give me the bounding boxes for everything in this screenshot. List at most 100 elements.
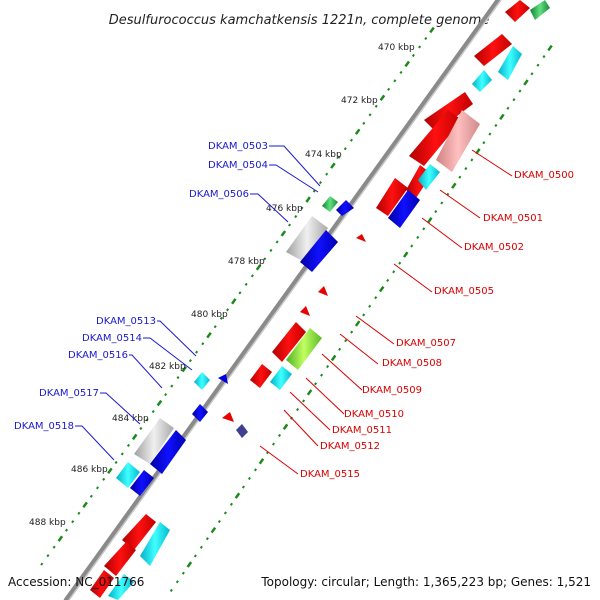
scale-tick: [368, 113, 372, 117]
gene-feature[interactable]: [409, 110, 462, 166]
connector-line: [421, 217, 463, 249]
scale-tick: [231, 298, 237, 305]
gene-feature[interactable]: [272, 322, 306, 362]
topology-summary: Topology: circular; Length: 1,365,223 bp…: [260, 575, 591, 589]
scale-tick: [536, 63, 540, 67]
gene-feature[interactable]: [498, 46, 522, 80]
scale-tick: [488, 132, 492, 136]
scale-tick: [451, 182, 457, 189]
gene-feature[interactable]: [286, 216, 328, 262]
gene-label[interactable]: DKAM_0514: [82, 333, 142, 344]
gene-label[interactable]: DKAM_0512: [320, 441, 380, 452]
scale-tick: [201, 342, 205, 346]
gene-feature[interactable]: [250, 364, 272, 388]
scale-label: 478 kbp: [228, 257, 265, 267]
scale-tick: [107, 467, 113, 475]
gene-label[interactable]: DKAM_0504: [208, 160, 268, 171]
scale-label: 476 kbp: [266, 204, 303, 214]
scale-tick: [126, 443, 130, 447]
gene-feature[interactable]: [130, 470, 154, 496]
scale-tick: [234, 492, 241, 499]
scale-tick: [305, 196, 311, 203]
gene-feature[interactable]: [505, 0, 530, 22]
scale-tick: [411, 53, 415, 57]
gene-label[interactable]: DKAM_0508: [382, 358, 442, 369]
scale-tick: [229, 502, 233, 506]
gene-label[interactable]: DKAM_0503: [208, 141, 268, 152]
scale-tick: [379, 94, 386, 101]
gene-label[interactable]: DKAM_0513: [96, 316, 156, 327]
gene-feature[interactable]: [134, 418, 174, 464]
gene-feature[interactable]: [322, 196, 338, 212]
scale-label: 482 kbp: [149, 362, 186, 372]
scale-tick: [325, 172, 329, 176]
gene-feature[interactable]: [436, 110, 480, 172]
gene-label[interactable]: DKAM_0507: [396, 338, 456, 349]
scale-tick: [458, 175, 462, 179]
scale-tick: [362, 121, 366, 125]
scale-label: 480 kbp: [191, 310, 228, 320]
gene-label[interactable]: DKAM_0516: [68, 350, 128, 361]
gene-feature[interactable]: [150, 430, 186, 474]
gene-feature[interactable]: [318, 286, 328, 296]
gene-feature[interactable]: [356, 234, 366, 242]
gene-label[interactable]: DKAM_0518: [14, 421, 74, 432]
connector-line: [250, 193, 289, 223]
scale-tick: [470, 158, 474, 162]
gene-feature[interactable]: [222, 412, 234, 422]
gene-feature[interactable]: [270, 366, 292, 390]
scale-tick: [241, 485, 245, 489]
scale-tick: [306, 389, 313, 396]
gene-feature[interactable]: [90, 570, 114, 598]
scale-tick: [494, 123, 498, 128]
scale-tick: [427, 217, 433, 224]
gene-feature[interactable]: [388, 190, 420, 228]
gene-label[interactable]: DKAM_0500: [514, 170, 574, 181]
gene-label[interactable]: DKAM_0501: [483, 213, 543, 224]
gene-feature[interactable]: [286, 328, 322, 370]
gene-label[interactable]: DKAM_0502: [464, 242, 524, 253]
gene-label[interactable]: DKAM_0515: [300, 469, 360, 480]
gene-label[interactable]: DKAM_0510: [344, 409, 404, 420]
gene-label[interactable]: DKAM_0505: [434, 286, 494, 297]
gene-label[interactable]: DKAM_0511: [332, 425, 392, 436]
scale-tick: [374, 296, 378, 300]
scale-tick: [57, 535, 64, 542]
scale-label: 472 kbp: [341, 96, 378, 106]
gene-feature[interactable]: [336, 200, 354, 216]
scale-tick: [244, 282, 248, 286]
gene-feature[interactable]: [104, 542, 136, 576]
scale-tick: [518, 89, 522, 93]
gene-feature[interactable]: [116, 462, 140, 488]
gene-feature[interactable]: [418, 164, 440, 190]
scale-tick: [362, 313, 366, 317]
scale-tick: [82, 501, 88, 508]
scale-tick: [102, 477, 106, 481]
scale-tick: [399, 70, 403, 74]
gene-label[interactable]: DKAM_0506: [189, 189, 249, 200]
gene-feature[interactable]: [236, 424, 248, 438]
gene-feature[interactable]: [122, 514, 156, 550]
connector-line: [269, 164, 319, 193]
scale-tick: [170, 384, 174, 388]
scale-tick: [52, 545, 56, 549]
gene-feature[interactable]: [474, 34, 512, 66]
scale-tick: [343, 147, 347, 151]
gene-feature[interactable]: [140, 522, 170, 566]
gene-label[interactable]: DKAM_0509: [362, 385, 422, 396]
gene-feature[interactable]: [376, 178, 408, 216]
gene-feature[interactable]: [300, 306, 310, 316]
gene-feature[interactable]: [108, 574, 134, 600]
gene-feature[interactable]: [218, 374, 228, 384]
scale-tick: [300, 206, 304, 210]
scale-tick: [156, 399, 163, 407]
gene-feature[interactable]: [194, 372, 210, 390]
gene-feature[interactable]: [300, 230, 338, 272]
gene-label[interactable]: DKAM_0517: [39, 388, 99, 399]
gene-feature[interactable]: [530, 0, 550, 20]
gene-feature[interactable]: [192, 404, 208, 422]
gene-feature[interactable]: [472, 70, 492, 92]
scale-tick: [223, 511, 227, 515]
scale-tick: [464, 166, 468, 171]
